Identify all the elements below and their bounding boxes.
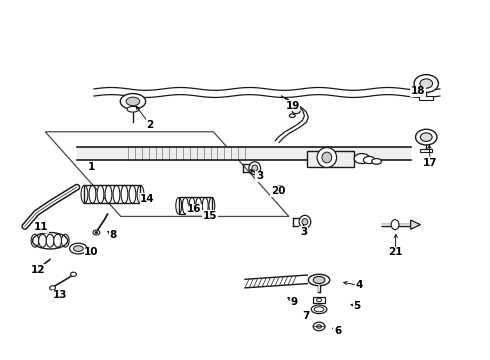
Circle shape [313, 322, 325, 331]
Bar [179, 197, 212, 214]
Ellipse shape [275, 186, 285, 191]
Text: 11: 11 [34, 222, 49, 232]
Circle shape [416, 129, 437, 145]
Ellipse shape [311, 305, 327, 314]
Ellipse shape [74, 246, 83, 251]
Ellipse shape [81, 185, 88, 203]
Bar [419, 96, 433, 100]
Text: 4: 4 [356, 280, 363, 291]
Ellipse shape [249, 162, 261, 175]
Bar [77, 147, 411, 160]
Ellipse shape [182, 198, 188, 214]
Circle shape [38, 265, 45, 270]
Ellipse shape [354, 154, 370, 163]
Ellipse shape [120, 94, 146, 109]
Circle shape [71, 272, 76, 276]
Ellipse shape [322, 152, 332, 163]
Ellipse shape [113, 185, 120, 203]
Text: 10: 10 [84, 247, 99, 257]
Ellipse shape [89, 185, 96, 203]
Ellipse shape [252, 165, 258, 171]
Ellipse shape [127, 107, 139, 112]
Ellipse shape [202, 198, 208, 214]
Circle shape [95, 231, 98, 234]
Ellipse shape [196, 198, 201, 214]
Circle shape [317, 325, 321, 328]
Polygon shape [411, 220, 420, 229]
Text: 16: 16 [187, 204, 201, 214]
Text: 17: 17 [423, 158, 438, 168]
Circle shape [49, 286, 55, 290]
Text: 13: 13 [52, 290, 67, 300]
Ellipse shape [209, 198, 215, 214]
Bar [84, 185, 141, 203]
Circle shape [420, 79, 433, 88]
Text: 9: 9 [290, 297, 297, 307]
Ellipse shape [189, 198, 195, 214]
Ellipse shape [289, 114, 295, 117]
Text: 18: 18 [411, 86, 425, 96]
Bar [420, 149, 432, 152]
Ellipse shape [121, 185, 128, 203]
Ellipse shape [314, 307, 324, 312]
Text: 20: 20 [271, 186, 285, 197]
Ellipse shape [70, 243, 87, 254]
Ellipse shape [372, 158, 381, 164]
Text: 12: 12 [31, 265, 45, 275]
Ellipse shape [54, 234, 62, 247]
Ellipse shape [97, 185, 104, 203]
Ellipse shape [39, 234, 47, 247]
Ellipse shape [391, 220, 399, 230]
Text: 5: 5 [353, 301, 361, 311]
Text: 21: 21 [388, 247, 402, 257]
Text: 15: 15 [203, 211, 217, 221]
Text: 19: 19 [286, 101, 300, 111]
Ellipse shape [302, 219, 308, 225]
Circle shape [414, 75, 439, 93]
Text: 1: 1 [88, 162, 95, 172]
Ellipse shape [126, 97, 140, 106]
Circle shape [40, 266, 43, 269]
Text: 3: 3 [300, 227, 307, 237]
Circle shape [317, 298, 321, 302]
Ellipse shape [292, 109, 300, 113]
Text: 8: 8 [110, 230, 117, 240]
Bar [313, 297, 325, 303]
Ellipse shape [137, 185, 144, 203]
Text: 7: 7 [302, 311, 310, 321]
Ellipse shape [176, 198, 182, 214]
Ellipse shape [61, 234, 69, 247]
Text: 2: 2 [147, 120, 154, 130]
Bar [307, 151, 354, 167]
Ellipse shape [105, 185, 112, 203]
Ellipse shape [308, 274, 330, 286]
Text: 3: 3 [256, 171, 263, 181]
Text: 14: 14 [140, 194, 155, 203]
Ellipse shape [364, 157, 375, 163]
Circle shape [420, 133, 432, 141]
Ellipse shape [317, 148, 337, 167]
Ellipse shape [31, 234, 39, 247]
Text: 6: 6 [334, 326, 341, 336]
Ellipse shape [129, 185, 136, 203]
Circle shape [93, 230, 100, 235]
Ellipse shape [299, 215, 311, 228]
Ellipse shape [313, 276, 325, 284]
Ellipse shape [46, 234, 54, 247]
